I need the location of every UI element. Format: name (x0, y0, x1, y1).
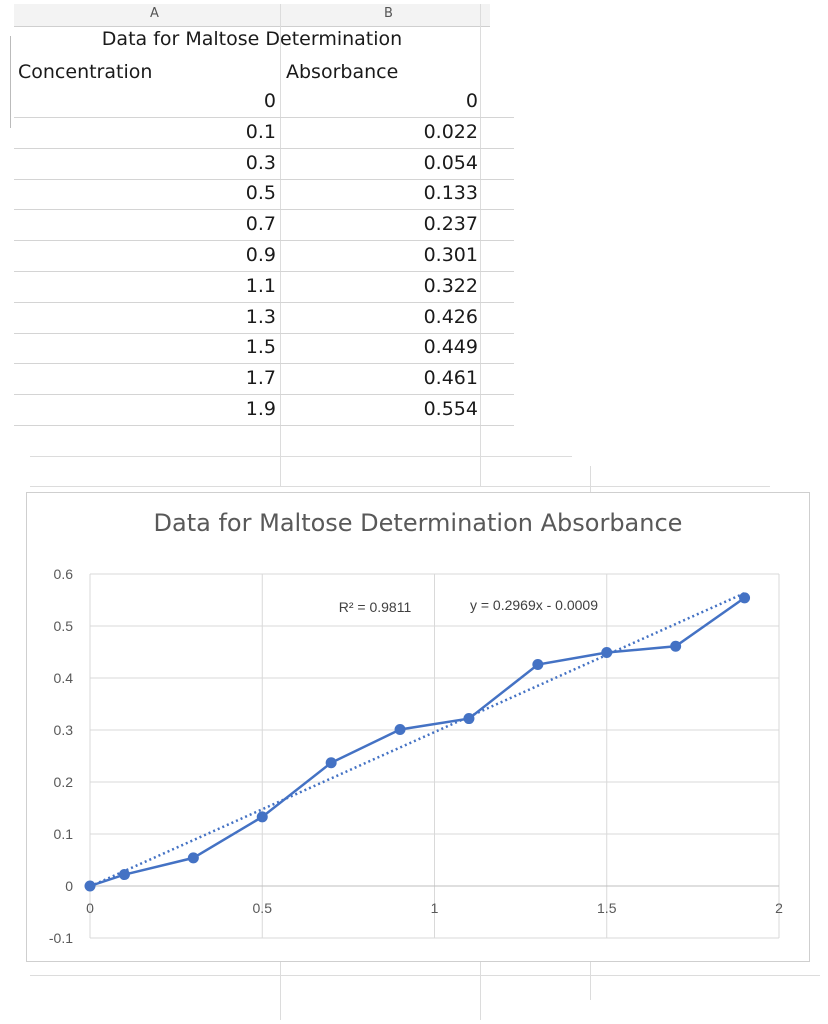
sheet-title: Data for Maltose Determination (101, 28, 403, 50)
y-tick-label: -0.1 (49, 930, 73, 946)
table-row: 1.1 0.322 (14, 272, 514, 303)
gridline (30, 456, 572, 457)
table-row: 0.5 0.133 (14, 179, 514, 211)
y-tick-label: 0 (65, 878, 73, 894)
data-point (601, 647, 613, 659)
y-tick-label: 0.4 (54, 670, 74, 686)
table-row: 0.9 0.301 (14, 241, 514, 272)
concentration-cell[interactable]: 0.3 (245, 151, 276, 174)
absorbance-cell[interactable]: 0.054 (423, 151, 478, 174)
absorbance-cell[interactable]: 0.426 (423, 305, 478, 328)
data-point (739, 592, 751, 604)
series-line (89, 596, 746, 888)
column-divider (480, 4, 481, 486)
absorbance-cell[interactable]: 0.449 (423, 336, 478, 359)
equation-label: y = 0.2969x - 0.0009 (470, 597, 598, 613)
gridline (30, 975, 820, 976)
y-tick-label: 0.3 (54, 722, 74, 738)
table-row: 1.9 0.554 (14, 395, 514, 426)
data-point (394, 723, 406, 735)
data-point (670, 640, 682, 652)
concentration-cell[interactable]: 0.5 (245, 182, 276, 205)
x-tick-label: 1.5 (597, 900, 617, 916)
concentration-cell[interactable]: 1.5 (245, 336, 276, 359)
concentration-cell[interactable]: 1.1 (245, 274, 276, 297)
header-concentration[interactable]: Concentration (18, 61, 153, 83)
sheet-edge (10, 36, 11, 128)
data-point (532, 658, 544, 670)
x-tick-label: 0.5 (253, 900, 273, 916)
table-row: 1.7 0.461 (14, 364, 514, 396)
chart-title: Data for Maltose Determination Absorbanc… (153, 509, 683, 537)
column-divider (480, 960, 481, 1020)
data-point (463, 713, 475, 725)
chart[interactable]: Data for Maltose Determination Absorbanc… (26, 492, 810, 962)
header-row: Concentration Absorbance (14, 59, 514, 87)
chart-plot: -0.1 0 0.1 0.2 0.3 0.4 0.5 0.6 0 0.5 1 1.5 2 R² = 0.9… (49, 566, 783, 946)
column-letter-a: A (150, 6, 159, 21)
table-row: 0.1 0.022 (14, 118, 514, 149)
absorbance-cell[interactable]: 0.301 (423, 244, 478, 266)
y-tick-label: 0.6 (54, 566, 74, 582)
concentration-cell[interactable]: 0.1 (245, 120, 276, 143)
concentration-cell[interactable]: 0 (263, 90, 276, 112)
data-point (118, 869, 130, 881)
absorbance-cell[interactable]: 0 (465, 90, 478, 112)
concentration-cell[interactable]: 0.7 (245, 213, 276, 236)
column-header-strip: A B (14, 4, 490, 27)
table-row: 1.5 0.449 (14, 333, 514, 365)
column-divider (590, 960, 591, 1000)
column-divider (280, 960, 281, 1020)
data-point (84, 880, 96, 892)
data-point (256, 811, 268, 823)
absorbance-cell[interactable]: 0.461 (423, 367, 478, 390)
absorbance-cell[interactable]: 0.237 (423, 213, 478, 236)
header-absorbance[interactable]: Absorbance (286, 61, 399, 83)
concentration-cell[interactable]: 0.9 (245, 244, 276, 266)
table-row: 0.3 0.054 (14, 149, 514, 180)
absorbance-cell[interactable]: 0.133 (423, 182, 478, 205)
absorbance-cell[interactable]: 0.022 (423, 120, 478, 143)
y-tick-label: 0.5 (54, 618, 74, 634)
column-divider (280, 4, 281, 486)
x-tick-label: 2 (775, 900, 783, 916)
table-row: 1.3 0.426 (14, 303, 514, 334)
r-squared-label: R² = 0.9811 (339, 599, 412, 615)
x-tick-label: 1 (431, 900, 439, 916)
absorbance-cell[interactable]: 0.554 (423, 398, 478, 420)
absorbance-cell[interactable]: 0.322 (423, 274, 478, 297)
concentration-cell[interactable]: 1.3 (245, 305, 276, 328)
trendline (89, 591, 746, 888)
gridline (30, 486, 770, 487)
y-tick-label: 0.1 (54, 826, 74, 842)
gridline (590, 466, 591, 492)
concentration-cell[interactable]: 1.9 (245, 398, 276, 420)
data-point (325, 757, 337, 769)
y-tick-label: 0.2 (54, 774, 74, 790)
x-tick-label: 0 (86, 900, 94, 916)
concentration-cell[interactable]: 1.7 (245, 367, 276, 390)
data-point (187, 852, 199, 864)
table-row: 0.7 0.237 (14, 210, 514, 242)
column-letter-b: B (384, 6, 393, 21)
